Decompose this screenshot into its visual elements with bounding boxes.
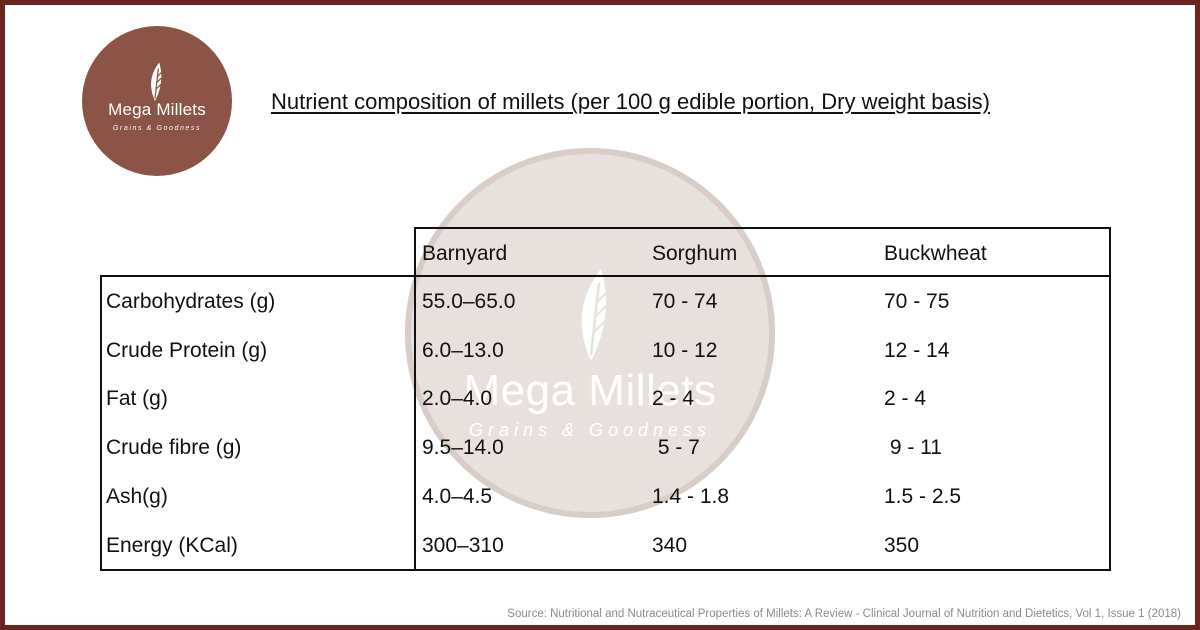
table-cell: 300–310: [422, 534, 504, 557]
table-body-border: [100, 275, 1111, 571]
table-row: Crude fibre (g) 9.5–14.0 5 - 7 9 - 11: [5, 436, 1195, 466]
table-cell: 9 - 11: [884, 436, 942, 459]
row-label: Crude fibre (g): [106, 436, 242, 459]
watermark: Mega Millets Grains & Goodness: [405, 148, 775, 518]
logo-tagline: Grains & Goodness: [112, 125, 202, 132]
watermark-tagline: Grains & Goodness: [468, 420, 712, 440]
table-header-border: [414, 227, 1111, 277]
table-cell: 1.4 - 1.8: [652, 485, 730, 508]
table-cell: 2 - 4: [884, 387, 927, 410]
table-cell: 4.0–4.5: [422, 485, 493, 508]
row-label: Energy (KCal): [106, 534, 238, 557]
column-header-buckwheat: Buckwheat: [884, 242, 987, 265]
wheat-leaf-icon: [581, 269, 607, 361]
table-row: Fat (g) 2.0–4.0 2 - 4 2 - 4: [5, 387, 1195, 417]
table-row: Energy (KCal) 300–310 340 350: [5, 534, 1195, 564]
table-cell: 70 - 74: [652, 290, 718, 313]
table-cell: 9.5–14.0: [422, 436, 504, 459]
row-label: Crude Protein (g): [106, 339, 268, 362]
table-column-divider: [414, 227, 416, 571]
table-cell: 340: [652, 534, 688, 557]
table-cell: 55.0–65.0: [422, 290, 516, 313]
source-citation: Source: Nutritional and Nutraceutical Pr…: [507, 608, 1181, 620]
table-cell: 5 - 7: [652, 436, 700, 459]
table-cell: 350: [884, 534, 920, 557]
table-cell: 12 - 14: [884, 339, 950, 362]
table-cell: 10 - 12: [652, 339, 718, 362]
logo: Mega Millets Grains & Goodness: [82, 26, 232, 176]
table-cell: 1.5 - 2.5: [884, 485, 962, 508]
row-label: Carbohydrates (g): [106, 290, 276, 313]
column-header-sorghum: Sorghum: [652, 242, 738, 265]
column-header-barnyard: Barnyard: [422, 242, 508, 265]
table-row: Crude Protein (g) 6.0–13.0 10 - 12 12 - …: [5, 339, 1195, 369]
table-row: Carbohydrates (g) 55.0–65.0 70 - 74 70 -…: [5, 290, 1195, 320]
row-label: Fat (g): [106, 387, 168, 410]
table-cell: 70 - 75: [884, 290, 950, 313]
logo-brand: Mega Millets: [108, 100, 206, 119]
wheat-leaf-icon: [151, 62, 162, 102]
table-cell: 6.0–13.0: [422, 339, 504, 362]
table-cell: 2 - 4: [652, 387, 695, 410]
table-cell: 2.0–4.0: [422, 387, 493, 410]
table-row: Ash(g) 4.0–4.5 1.4 - 1.8 1.5 - 2.5: [5, 485, 1195, 515]
watermark-brand: Mega Millets: [463, 366, 717, 415]
row-label: Ash(g): [106, 485, 168, 508]
page-title: Nutrient composition of millets (per 100…: [271, 89, 990, 114]
